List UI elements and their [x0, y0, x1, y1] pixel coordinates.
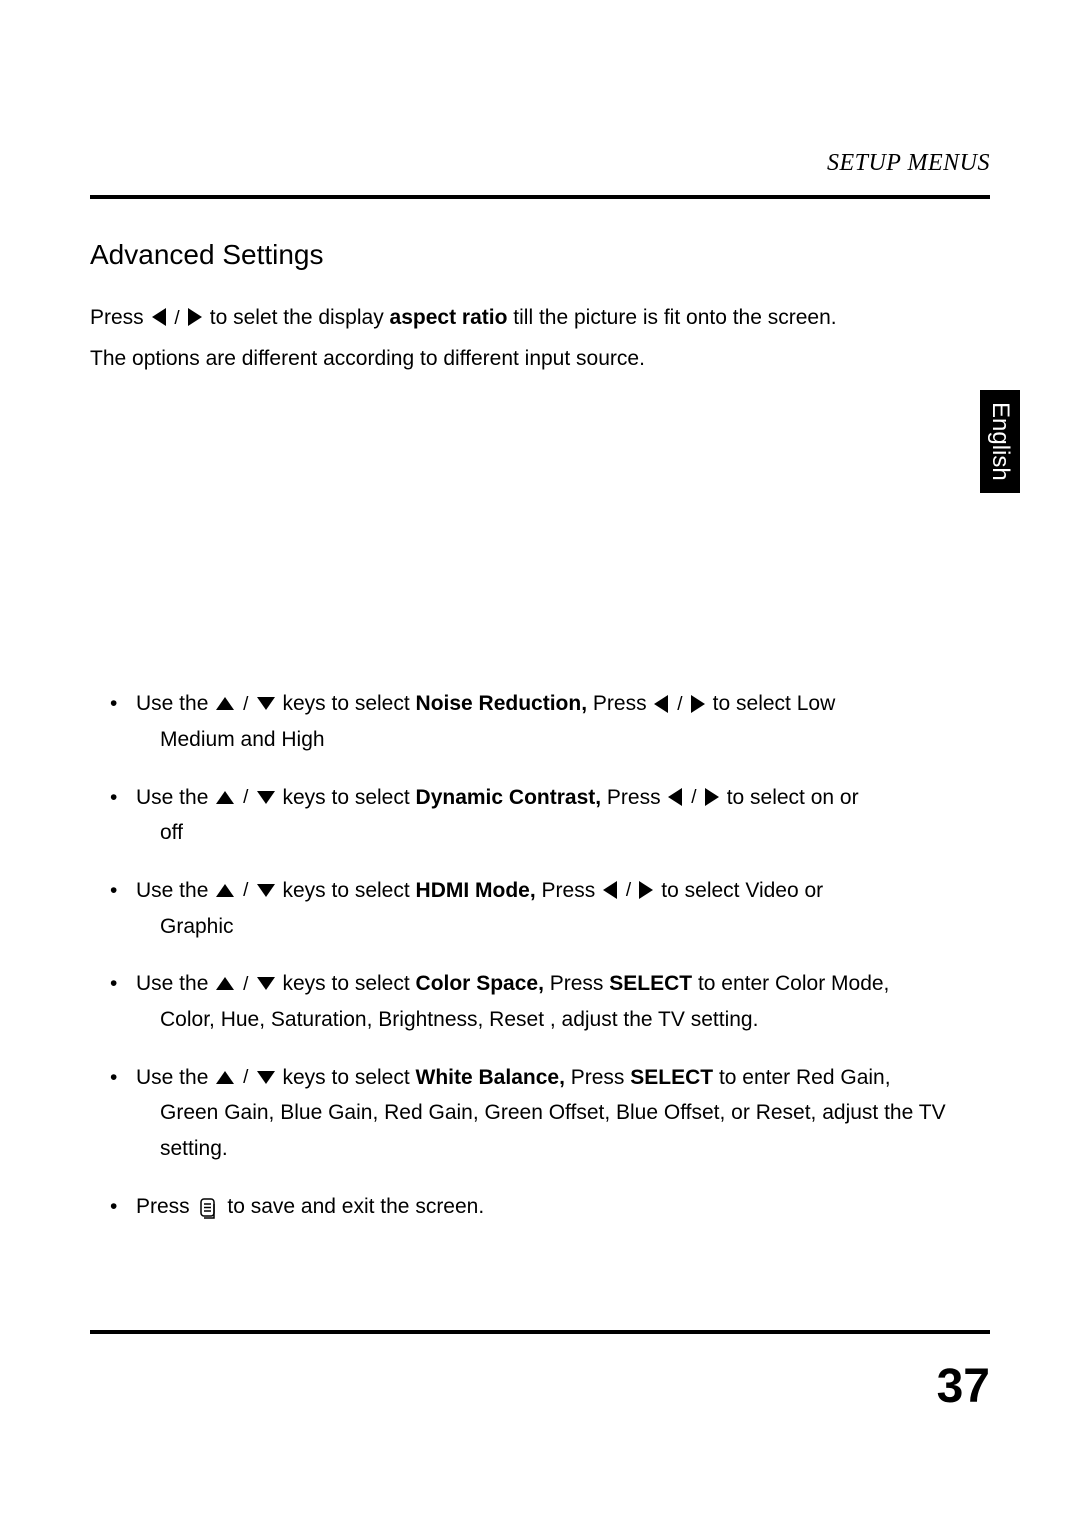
right-arrow-icon — [188, 308, 202, 326]
down-arrow-icon — [257, 884, 275, 897]
bold-text: HDMI Mode, — [416, 879, 536, 902]
slash: / — [174, 308, 185, 329]
text: keys to select — [282, 786, 415, 809]
left-arrow-icon — [668, 788, 682, 806]
continuation: Color, Hue, Saturation, Brightness, Rese… — [136, 1002, 990, 1038]
slash: / — [243, 880, 254, 901]
down-arrow-icon — [257, 697, 275, 710]
text: Press — [607, 786, 667, 809]
page-number: 37 — [937, 1359, 990, 1414]
text: Press — [593, 692, 653, 715]
slash: / — [677, 694, 688, 715]
down-arrow-icon — [257, 977, 275, 990]
text: Use the — [136, 786, 208, 809]
slash: / — [243, 787, 254, 808]
header-title: SETUP MENUS — [90, 150, 990, 177]
language-tab: English — [980, 390, 1020, 493]
down-arrow-icon — [257, 1071, 275, 1084]
section-title: Advanced Settings — [90, 239, 990, 271]
instruction-list: Use the / keys to select Noise Reduction… — [90, 686, 990, 1224]
slash: / — [243, 1067, 254, 1088]
slash: / — [243, 974, 254, 995]
text: to select Video or — [661, 879, 823, 902]
text: Use the — [136, 879, 208, 902]
left-arrow-icon — [603, 881, 617, 899]
list-item: Use the / keys to select Dynamic Contras… — [118, 780, 990, 851]
up-arrow-icon — [216, 697, 234, 710]
continuation: off — [136, 815, 990, 851]
up-arrow-icon — [216, 791, 234, 804]
right-arrow-icon — [639, 881, 653, 899]
up-arrow-icon — [216, 977, 234, 990]
list-item: Use the / keys to select White Balance, … — [118, 1060, 990, 1167]
text: Press — [542, 879, 602, 902]
bold-text: aspect ratio — [390, 306, 508, 329]
left-arrow-icon — [152, 308, 166, 326]
list-item: Press to save and exit the screen. — [118, 1189, 990, 1225]
up-arrow-icon — [216, 884, 234, 897]
bold-text: SELECT — [609, 972, 692, 995]
bold-text: SELECT — [630, 1066, 713, 1089]
list-item: Use the / keys to select Noise Reduction… — [118, 686, 990, 757]
text: Use the — [136, 692, 208, 715]
footer-rule — [90, 1330, 990, 1334]
text: keys to select — [282, 1066, 415, 1089]
bold-text: Dynamic Contrast, — [416, 786, 602, 809]
text: to enter Red Gain, — [719, 1066, 891, 1089]
text: to save and exit the screen. — [227, 1195, 484, 1218]
slash: / — [243, 694, 254, 715]
text: to select on or — [727, 786, 859, 809]
text: keys to select — [282, 879, 415, 902]
slash: / — [691, 787, 702, 808]
text: Press — [90, 306, 150, 329]
continuation: Graphic — [136, 909, 990, 945]
text: Press — [571, 1066, 631, 1089]
continuation: Medium and High — [136, 722, 990, 758]
up-arrow-icon — [216, 1071, 234, 1084]
continuation: Green Gain, Blue Gain, Red Gain, Green O… — [136, 1095, 990, 1166]
text: till the picture is fit onto the screen. — [513, 306, 836, 329]
text: Use the — [136, 972, 208, 995]
slash: / — [626, 880, 637, 901]
down-arrow-icon — [257, 791, 275, 804]
right-arrow-icon — [691, 695, 705, 713]
bold-text: Color Space, — [416, 972, 544, 995]
text: to enter Color Mode, — [698, 972, 889, 995]
text: Press — [550, 972, 610, 995]
right-arrow-icon — [705, 788, 719, 806]
bold-text: White Balance, — [416, 1066, 565, 1089]
text: keys to select — [282, 692, 415, 715]
intro-line-2: The options are different according to d… — [90, 342, 990, 377]
header-rule — [90, 195, 990, 199]
text: Press — [136, 1195, 196, 1218]
list-item: Use the / keys to select Color Space, Pr… — [118, 966, 990, 1037]
text: to selet the display — [210, 306, 390, 329]
text: to select Low — [713, 692, 836, 715]
bold-text: Noise Reduction, — [416, 692, 588, 715]
left-arrow-icon — [654, 695, 668, 713]
list-item: Use the / keys to select HDMI Mode, Pres… — [118, 873, 990, 944]
text: keys to select — [282, 972, 415, 995]
menu-icon — [200, 1196, 218, 1218]
text: Use the — [136, 1066, 208, 1089]
intro-line-1: Press / to selet the display aspect rati… — [90, 301, 990, 336]
